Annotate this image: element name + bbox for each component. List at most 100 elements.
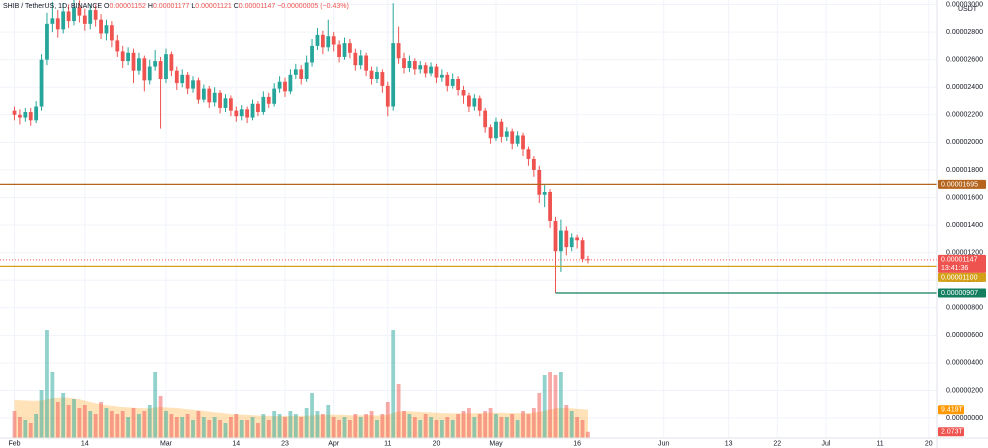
y-tick-label: 0.00002800 <box>946 29 983 36</box>
x-tick-label: Apr <box>328 440 340 447</box>
y-tick-label: 0.00002000 <box>946 139 983 146</box>
candle-body <box>93 10 98 20</box>
candle-body <box>72 7 76 22</box>
ohlc-value: 0.00001121 <box>195 3 232 10</box>
volume-bar <box>364 414 369 438</box>
volume-bar <box>239 420 244 438</box>
candle-body <box>348 43 352 53</box>
volume-bar <box>34 414 39 438</box>
candle-body <box>185 74 190 89</box>
candle-body <box>12 110 17 115</box>
candle-body <box>180 74 185 84</box>
currency: USDT <box>958 6 978 13</box>
volume-bar <box>153 372 158 438</box>
candle-body <box>207 88 212 103</box>
ohlc-key: C <box>234 3 239 10</box>
volume-bar <box>18 417 22 438</box>
candle-body <box>147 66 152 81</box>
countdown-label: 13:41:36 <box>941 265 968 272</box>
candle-body <box>196 80 201 100</box>
volume-bar <box>369 411 374 438</box>
volume-bar <box>61 393 66 438</box>
candle-body <box>18 114 22 118</box>
volume-bar <box>212 417 217 438</box>
candle-body <box>304 62 309 79</box>
candle-body <box>137 58 141 71</box>
volume-bar <box>526 414 531 438</box>
y-tick-label: 0.00001200 <box>946 249 983 256</box>
x-tick-label: Mar <box>160 440 173 447</box>
candle-body <box>82 15 87 24</box>
y-tick-label: 0.00001600 <box>946 194 983 201</box>
volume-bar <box>515 420 520 438</box>
volume-bar <box>380 414 385 438</box>
candle-body <box>250 103 255 118</box>
y-tick-label: 0.00002400 <box>946 84 983 91</box>
candle-body <box>266 96 271 104</box>
candle-body <box>429 66 433 74</box>
candle-body <box>494 121 498 139</box>
candle-body <box>472 98 477 107</box>
volume-bar <box>559 372 563 438</box>
candle-body <box>212 92 217 103</box>
volume-bar <box>488 408 493 438</box>
candle-body <box>418 65 423 70</box>
candle-body <box>142 58 147 81</box>
volume-bar <box>201 417 206 438</box>
candle-body <box>369 70 374 79</box>
level-label: 0.00001100 <box>941 274 978 281</box>
volume-bar <box>142 411 147 438</box>
volume-bar <box>39 390 44 438</box>
candle-body <box>488 127 493 139</box>
volume-bar <box>391 330 396 438</box>
volume-bar <box>115 414 120 438</box>
candle-body <box>39 59 44 107</box>
candle-body <box>320 34 325 48</box>
volume-bar <box>131 408 136 438</box>
volume-bar <box>580 420 585 438</box>
volume-bar <box>348 420 352 438</box>
candle-body <box>109 25 114 41</box>
candle-body <box>315 34 320 46</box>
candle-body <box>575 237 580 241</box>
candle-body <box>131 52 136 71</box>
volume-bar <box>169 414 174 438</box>
volume-bar <box>126 417 131 438</box>
level-box <box>938 272 986 282</box>
candle-body <box>88 10 93 24</box>
volume-bar <box>537 393 542 438</box>
volume-bar <box>45 330 49 438</box>
candle-body <box>353 52 358 66</box>
y-tick-label: 0.00000000 <box>946 415 983 422</box>
y-tick-label: 0.00000800 <box>946 305 983 312</box>
volume-bar <box>521 411 525 438</box>
y-tick-label: 0.00001800 <box>946 167 983 174</box>
volume-bar <box>434 420 439 438</box>
level-label: 0.00000907 <box>941 290 978 297</box>
candle-body <box>245 109 250 118</box>
candle-body <box>342 43 347 57</box>
candle-body <box>120 51 125 62</box>
volume-bar <box>326 405 331 438</box>
candle-body <box>234 110 239 117</box>
y-tick-label: 0.00002200 <box>946 112 983 119</box>
candle-body <box>445 74 450 86</box>
volume-bar <box>72 399 76 438</box>
volume-bar <box>412 417 417 438</box>
ohlc-key: H <box>148 3 153 10</box>
volume-bar <box>250 417 255 438</box>
candle-body <box>477 98 482 111</box>
volume-bar <box>299 417 304 438</box>
volume-bar <box>234 414 239 438</box>
volume-bar <box>196 411 201 438</box>
volume-label: 2.073T <box>941 429 964 436</box>
volume-bar <box>499 417 504 438</box>
candle-body <box>191 80 195 89</box>
volume-bar <box>23 420 28 438</box>
candle-body <box>164 54 168 79</box>
volume-bar <box>402 411 406 438</box>
ohlc-value: 0.00001152 <box>109 3 146 10</box>
ohlc-key: L <box>191 3 195 10</box>
volume-bar <box>337 420 341 438</box>
volume-bar <box>180 417 185 438</box>
